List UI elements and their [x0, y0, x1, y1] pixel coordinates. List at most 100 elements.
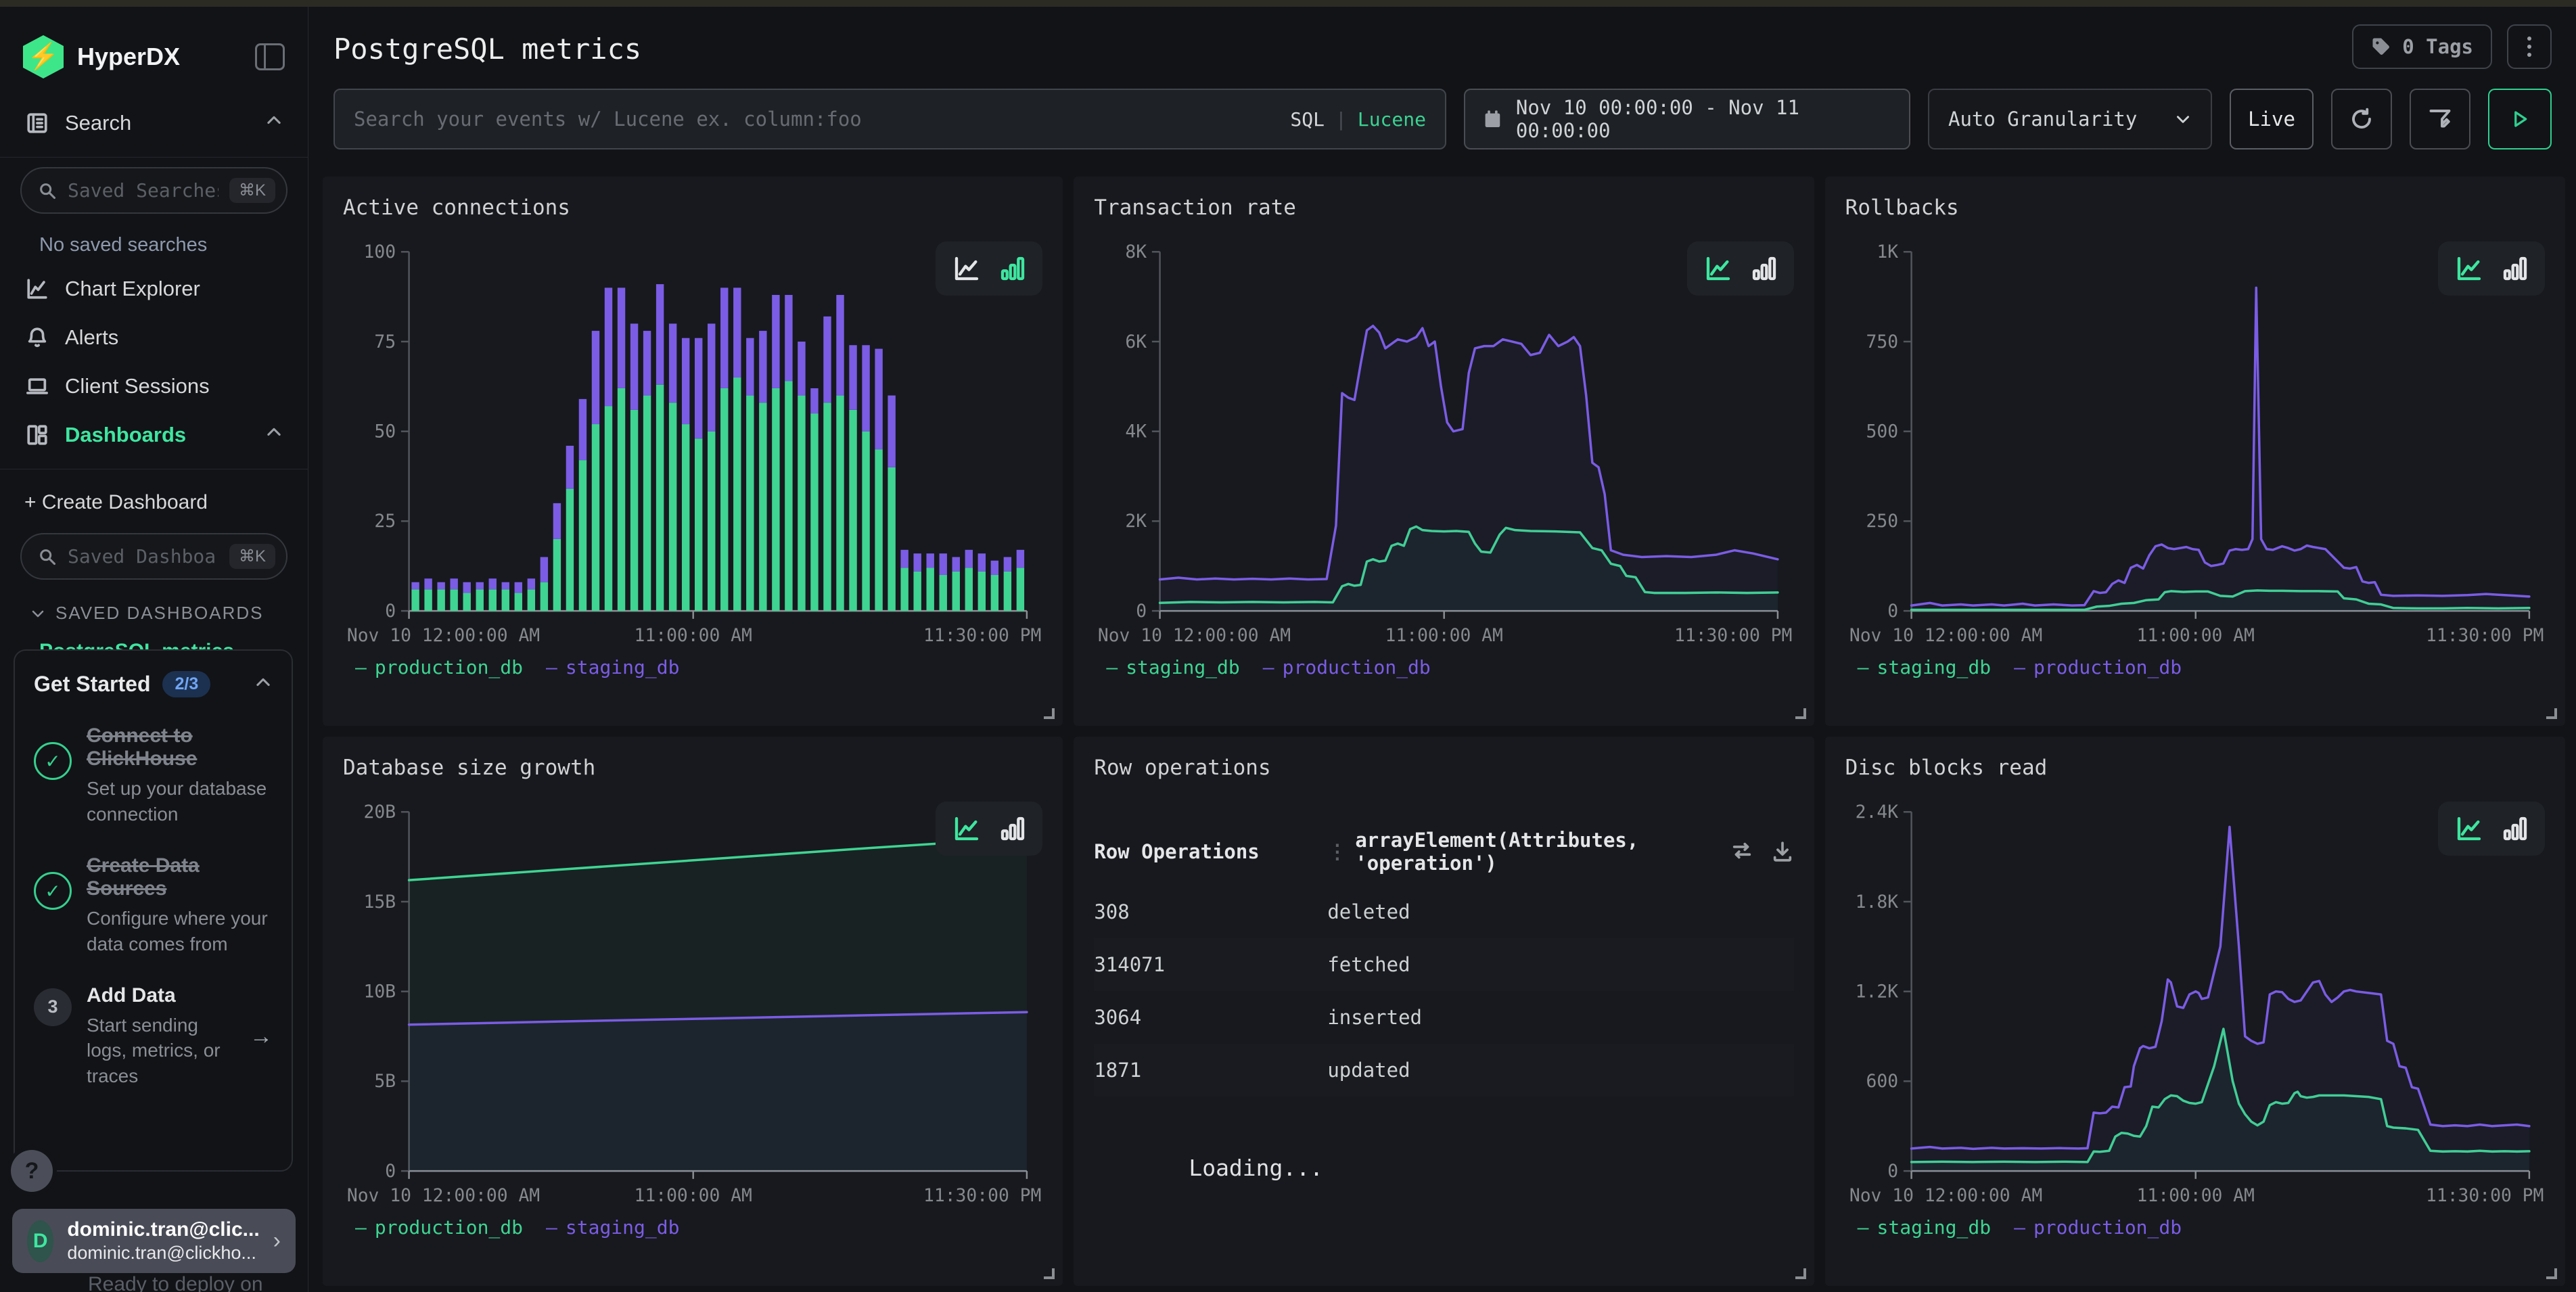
- table-row[interactable]: 3064 inserted: [1094, 991, 1793, 1044]
- avatar: D: [27, 1220, 53, 1262]
- refresh-icon: [2349, 107, 2374, 131]
- tags-button[interactable]: 0 Tags: [2352, 24, 2492, 69]
- legend-item[interactable]: —production_db: [355, 1216, 523, 1239]
- bar-chart-icon[interactable]: [999, 815, 1026, 842]
- svg-text:500: 500: [1866, 421, 1898, 442]
- download-icon[interactable]: [1771, 840, 1794, 863]
- play-icon: [2510, 109, 2530, 129]
- column-header[interactable]: Row Operations: [1094, 840, 1327, 863]
- filter-button[interactable]: [2410, 89, 2470, 149]
- search-input[interactable]: [354, 108, 1290, 131]
- line-chart-icon[interactable]: [1703, 255, 1733, 282]
- kebab-menu-button[interactable]: [2507, 24, 2552, 69]
- create-dashboard-button[interactable]: + Create Dashboard: [0, 479, 308, 526]
- cell-operation: updated: [1327, 1059, 1793, 1082]
- sort-columns-icon[interactable]: [1730, 840, 1753, 863]
- cell-operation: fetched: [1327, 953, 1793, 976]
- chevron-up-icon[interactable]: [254, 673, 273, 695]
- panel-database-size-growth: Database size growth 20B15B10B5B0Nov 10 …: [323, 737, 1063, 1286]
- saved-dashboards-input[interactable]: ⌘K: [20, 533, 288, 580]
- legend-item[interactable]: —production_db: [2014, 656, 2182, 678]
- section-saved-dashboards[interactable]: SAVED DASHBOARDS: [0, 586, 308, 630]
- legend-item[interactable]: —staging_db: [1858, 656, 1991, 678]
- line-chart-icon[interactable]: [2454, 815, 2484, 842]
- page-title: PostgreSQL metrics: [309, 0, 2576, 66]
- live-button[interactable]: Live: [2230, 89, 2314, 149]
- row-operations-table: Row Operations ⋮ arrayElement(Attributes…: [1094, 818, 1793, 1097]
- no-saved-searches-note: No saved searches: [0, 221, 308, 264]
- sidebar-item-alerts[interactable]: Alerts: [0, 313, 308, 362]
- get-started-step[interactable]: 3 Add Data Start sending logs, metrics, …: [34, 984, 273, 1089]
- table-row[interactable]: 308 deleted: [1094, 885, 1793, 938]
- saved-dashboards-field[interactable]: [68, 545, 218, 568]
- resize-handle[interactable]: [2546, 1268, 2557, 1279]
- chevron-down-icon: [30, 605, 46, 622]
- table-row[interactable]: 314071 fetched: [1094, 938, 1793, 991]
- check-circle-icon: ✓: [34, 872, 72, 910]
- resize-handle[interactable]: [2546, 708, 2557, 719]
- dashboard-grid: Active connections 1007550250Nov 10 12:0…: [323, 177, 2565, 1286]
- get-started-step[interactable]: ✓ Create Data Sources Configure where yo…: [34, 854, 273, 957]
- run-query-button[interactable]: [2488, 89, 2552, 149]
- legend-item[interactable]: —production_db: [1263, 656, 1431, 678]
- sidebar-item-label: Alerts: [65, 325, 283, 350]
- chart-explorer-icon: [24, 277, 50, 300]
- table-row[interactable]: 1871 updated: [1094, 1044, 1793, 1097]
- line-chart-icon[interactable]: [2454, 255, 2484, 282]
- chart-title: Database size growth: [343, 756, 1042, 780]
- event-search-box[interactable]: SQL | Lucene: [334, 89, 1446, 149]
- chart-canvas: 1007550250Nov 10 12:00:00 AM11:00:00 AM1…: [343, 232, 1042, 655]
- svg-text:25: 25: [374, 511, 396, 532]
- bar-chart-icon[interactable]: [1751, 255, 1778, 282]
- resize-handle[interactable]: [1795, 708, 1806, 719]
- bar-chart-icon[interactable]: [2502, 815, 2529, 842]
- sidebar-item-client-sessions[interactable]: Client Sessions: [0, 362, 308, 411]
- help-button[interactable]: ?: [11, 1150, 53, 1192]
- time-range-picker[interactable]: Nov 10 00:00:00 - Nov 11 00:00:00: [1464, 89, 1910, 149]
- legend-item[interactable]: —production_db: [2014, 1216, 2182, 1239]
- divider: [0, 157, 308, 158]
- sidebar-item-dashboards[interactable]: Dashboards: [0, 411, 308, 459]
- section-label-text: SAVED DASHBOARDS: [55, 603, 263, 624]
- get-started-step[interactable]: ✓ Connect to ClickHouse Set up your data…: [34, 724, 273, 827]
- step-title: Add Data: [87, 984, 235, 1007]
- bar-chart-icon[interactable]: [2502, 255, 2529, 282]
- legend-item[interactable]: —staging_db: [1106, 656, 1239, 678]
- sidebar-item-label: Search: [65, 111, 250, 135]
- chevron-up-icon[interactable]: [264, 111, 283, 135]
- lucene-toggle[interactable]: Lucene: [1358, 108, 1426, 131]
- svg-text:11:00:00 AM: 11:00:00 AM: [635, 626, 752, 646]
- svg-text:10B: 10B: [364, 982, 396, 1002]
- sidebar-item-chart-explorer[interactable]: Chart Explorer: [0, 264, 308, 313]
- kebab-icon: [2527, 35, 2532, 58]
- resize-handle[interactable]: [1044, 1268, 1055, 1279]
- refresh-button[interactable]: [2331, 89, 2392, 149]
- sidebar-item-search[interactable]: Search: [0, 99, 308, 147]
- chart-type-toggle: [2438, 241, 2545, 296]
- svg-text:0: 0: [1136, 601, 1147, 622]
- line-chart-icon[interactable]: [952, 815, 982, 842]
- cell-value: 314071: [1094, 953, 1327, 976]
- bar-chart-icon[interactable]: [999, 255, 1026, 282]
- step-title: Connect to ClickHouse: [87, 724, 273, 770]
- step-desc: Set up your database connection: [87, 776, 273, 827]
- chevron-up-icon[interactable]: [264, 423, 283, 447]
- hyperdx-logo-icon: ⚡: [23, 35, 64, 78]
- line-chart-icon[interactable]: [952, 255, 982, 282]
- resize-handle[interactable]: [1044, 708, 1055, 719]
- user-menu[interactable]: D dominic.tran@clic... dominic.tran@clic…: [12, 1209, 296, 1273]
- column-header[interactable]: arrayElement(Attributes, 'operation'): [1355, 829, 1730, 875]
- saved-searches-input[interactable]: ⌘K: [20, 167, 288, 214]
- saved-searches-field[interactable]: [68, 179, 218, 202]
- chart-legend: —staging_db —production_db: [1094, 655, 1793, 678]
- legend-item[interactable]: —staging_db: [1858, 1216, 1991, 1239]
- granularity-select[interactable]: Auto Granularity: [1928, 89, 2212, 149]
- sidebar-collapse-icon[interactable]: [255, 43, 285, 70]
- sql-toggle[interactable]: SQL: [1290, 108, 1325, 131]
- resize-handle[interactable]: [1795, 1268, 1806, 1279]
- legend-item[interactable]: —staging_db: [546, 1216, 679, 1239]
- filter-edit-icon: [2428, 107, 2452, 131]
- legend-item[interactable]: —production_db: [355, 656, 523, 678]
- drag-handle-icon[interactable]: ⋮: [1327, 840, 1346, 863]
- legend-item[interactable]: —staging_db: [546, 656, 679, 678]
